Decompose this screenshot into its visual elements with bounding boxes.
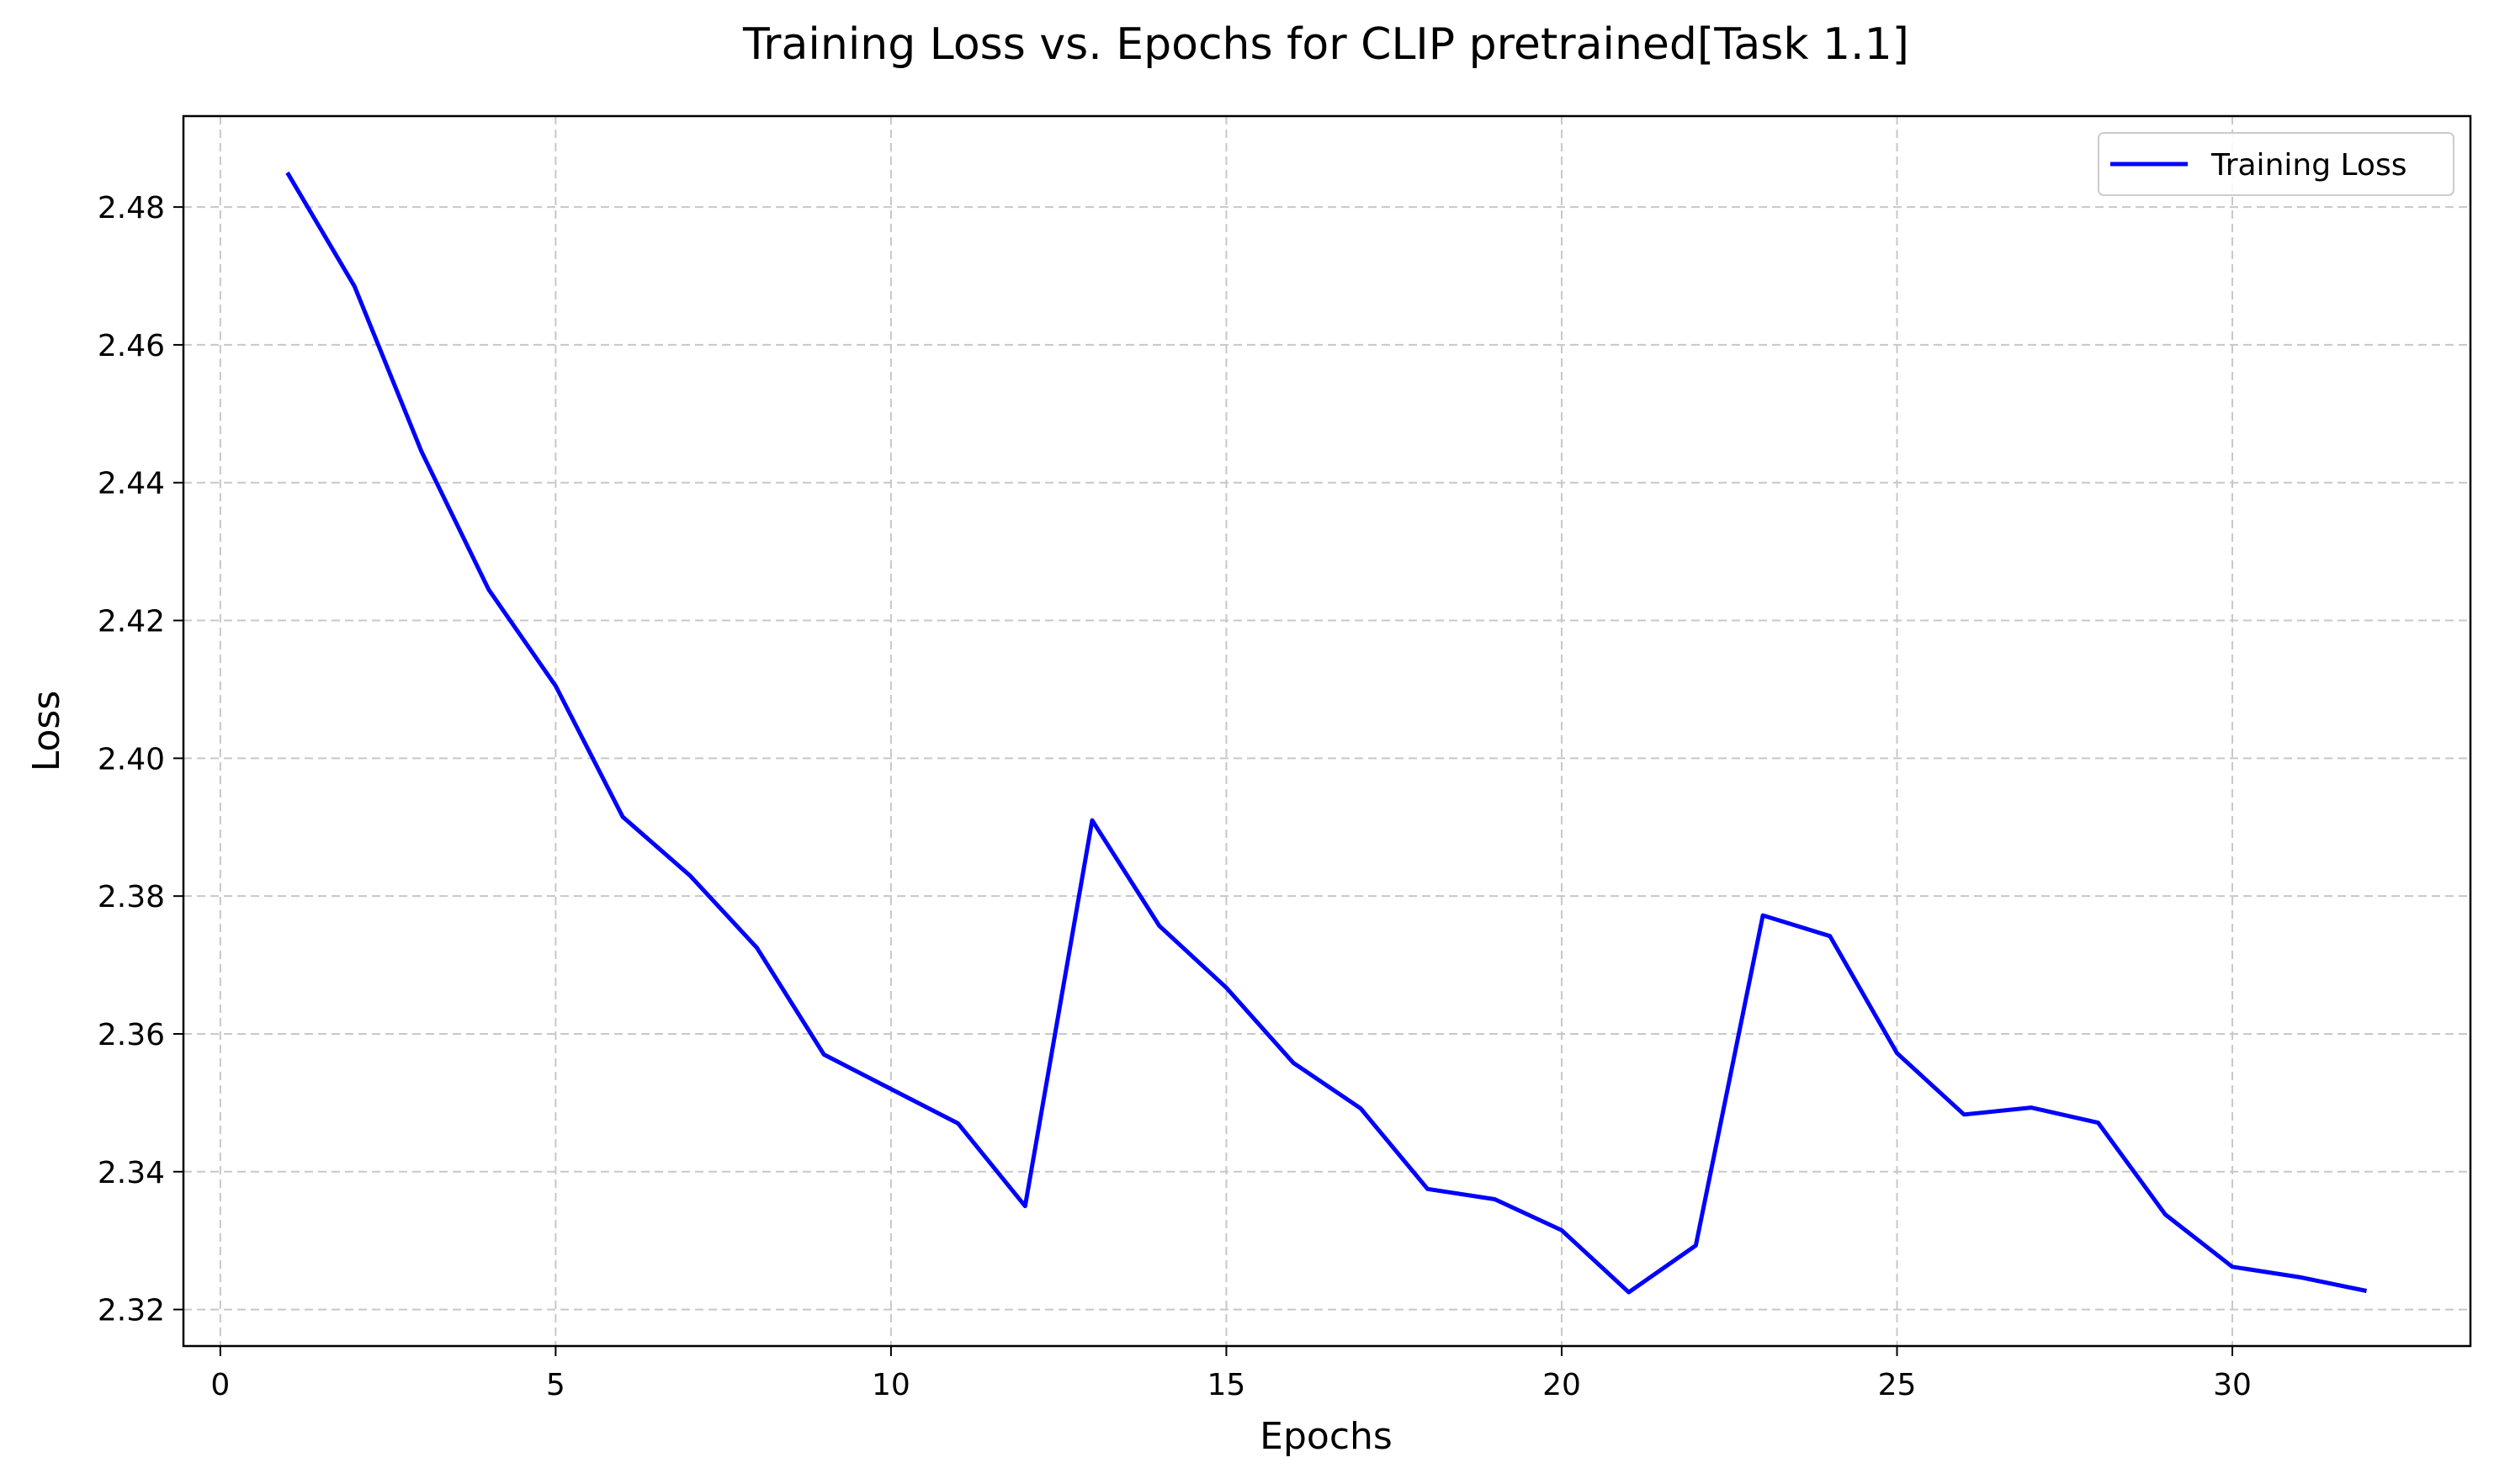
grid [183, 116, 2470, 1346]
y-tick-label: 2.46 [98, 329, 165, 363]
y-axis-ticks: 2.32 2.34 2.36 2.38 2.40 2.42 2.44 2.46 2.48 [98, 191, 183, 1328]
x-tick-label: 30 [2213, 1368, 2252, 1402]
x-axis-label: Epochs [1260, 1415, 1393, 1458]
y-tick-label: 2.42 [98, 605, 165, 639]
x-axis-ticks: 0 5 10 15 20 25 30 [210, 1346, 2252, 1402]
series-line-training-loss [285, 171, 2368, 1295]
x-tick-label: 15 [1207, 1368, 1246, 1402]
x-tick-label: 0 [210, 1368, 230, 1402]
y-axis-label: Loss [25, 691, 68, 772]
x-tick-label: 10 [872, 1368, 910, 1402]
chart-title: Training Loss vs. Epochs for CLIP pretra… [742, 19, 1909, 70]
y-tick-label: 2.48 [98, 191, 165, 225]
legend-label: Training Loss [2210, 148, 2406, 183]
legend: Training Loss [2098, 132, 2454, 196]
y-tick-label: 2.38 [98, 880, 165, 914]
y-tick-label: 2.44 [98, 467, 165, 501]
y-tick-label: 2.36 [98, 1018, 165, 1052]
x-tick-label: 25 [1878, 1368, 1917, 1402]
y-tick-label: 2.40 [98, 742, 165, 776]
x-tick-label: 20 [1542, 1368, 1581, 1402]
x-tick-label: 5 [546, 1368, 565, 1402]
y-tick-label: 2.34 [98, 1156, 165, 1190]
y-tick-label: 2.32 [98, 1294, 165, 1328]
legend-box [2098, 132, 2454, 196]
plot-frame [182, 114, 2472, 1348]
series-layer [285, 171, 2368, 1295]
